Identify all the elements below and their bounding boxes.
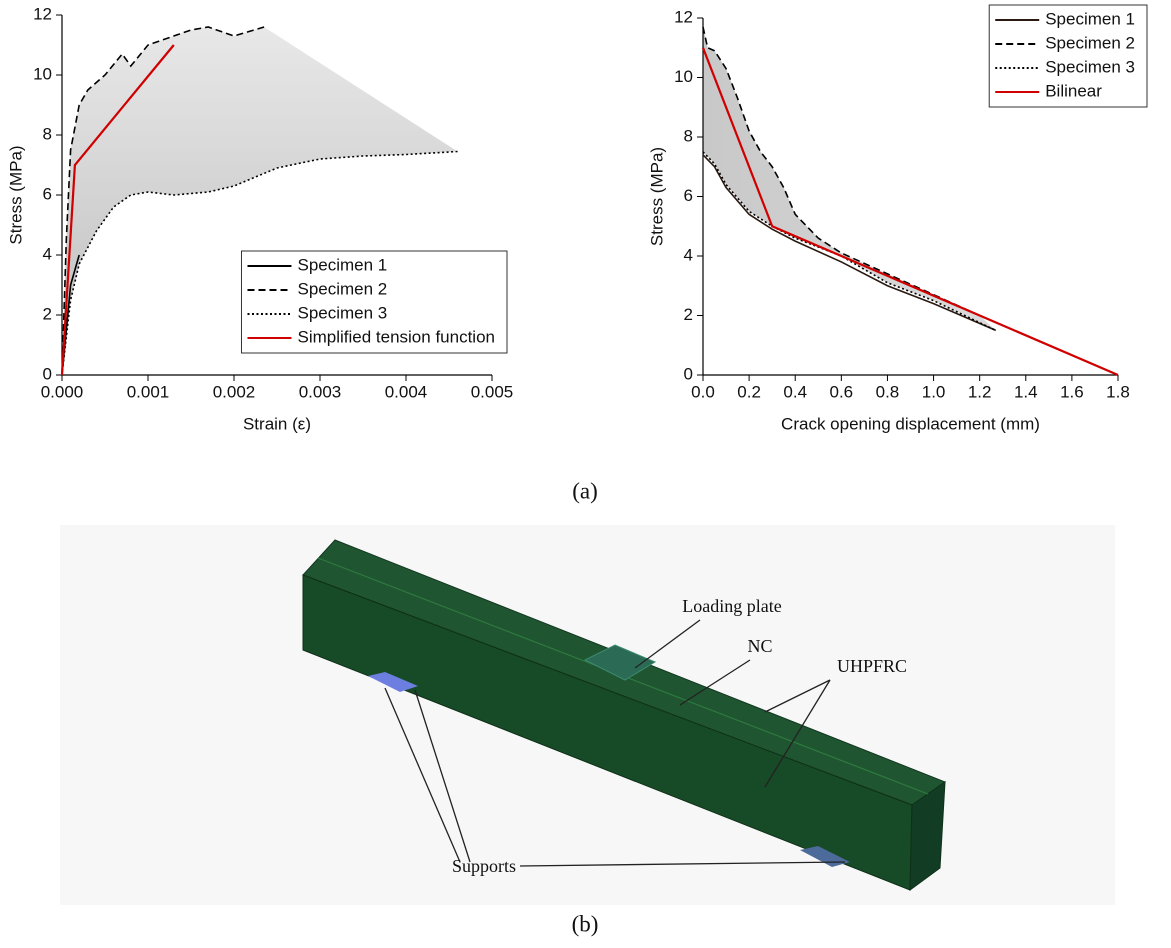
legend-label: Specimen 2 <box>1045 33 1135 52</box>
beam-diagram: Loading plate NC UHPFRC Supports <box>60 525 1115 905</box>
x-tick-label: 0.2 <box>737 382 761 401</box>
x-tick-label: 0.002 <box>213 382 256 401</box>
legend-label: Specimen 3 <box>297 303 387 322</box>
legend-label: Simplified tension function <box>297 327 495 346</box>
y-tick-label: 8 <box>43 124 52 143</box>
legend-label: Specimen 1 <box>297 255 387 274</box>
x-tick-label: 0.001 <box>127 382 170 401</box>
legend-label: Bilinear <box>1045 81 1102 100</box>
y-tick-label: 6 <box>43 184 52 203</box>
y-axis-label: Stress (MPa) <box>647 147 666 246</box>
y-tick-label: 10 <box>674 67 693 86</box>
y-tick-label: 4 <box>43 244 52 263</box>
y-tick-label: 6 <box>684 186 693 205</box>
x-tick-label: 0.003 <box>299 382 342 401</box>
envelope-fill <box>703 27 996 330</box>
x-tick-label: 0.6 <box>830 382 854 401</box>
y-tick-label: 12 <box>33 4 52 23</box>
x-tick-label: 0.004 <box>385 382 428 401</box>
legend: Specimen 1 Specimen 2 Specimen 3 Bilinear <box>989 5 1147 107</box>
diagram-label: Loading plate <box>682 596 781 616</box>
legend: Specimen 1 Specimen 2 Specimen 3 Simplified… <box>241 251 507 353</box>
panel-label: (b) <box>572 911 599 936</box>
x-tick-label: 0.4 <box>783 382 807 401</box>
x-tick-label: 0.8 <box>876 382 900 401</box>
y-axis-label: Stress (MPa) <box>6 145 25 244</box>
x-tick-label: 0.0 <box>691 382 715 401</box>
y-tick-label: 12 <box>674 7 693 26</box>
chart: 0.0 0.2 0.4 0.6 0.8 1.0 1.2 1.4 1.6 1.8 0 2 4 6 8 10 12 C… <box>647 5 1147 433</box>
x-tick-label: 1.0 <box>922 382 946 401</box>
x-tick-label: 0.000 <box>41 382 84 401</box>
x-tick-label: 0.005 <box>471 382 514 401</box>
figure: (a) Loading plate NC UHPFRC Supports (b)… <box>0 0 1171 948</box>
legend-label: Specimen 1 <box>1045 9 1135 28</box>
panel-label: (a) <box>572 478 598 503</box>
y-tick-label: 4 <box>684 245 693 264</box>
y-tick-label: 8 <box>684 126 693 145</box>
y-tick-label: 2 <box>684 305 693 324</box>
chart: 0.000 0.001 0.002 0.003 0.004 0.005 0 2 4 6 8 10 12 S… <box>6 4 513 433</box>
x-tick-label: 1.8 <box>1106 382 1130 401</box>
x-tick-label: 1.6 <box>1060 382 1084 401</box>
x-tick-label: 1.2 <box>968 382 992 401</box>
x-tick-label: 1.4 <box>1014 382 1038 401</box>
diagram-label: UHPFRC <box>837 656 907 676</box>
y-tick-label: 0 <box>684 364 693 383</box>
legend-label: Specimen 2 <box>297 279 387 298</box>
diagram-label: NC <box>747 636 772 656</box>
diagram-label: Supports <box>452 856 516 876</box>
legend-label: Specimen 3 <box>1045 57 1135 76</box>
x-axis-label: Strain (ε) <box>243 414 311 433</box>
x-axis-label: Crack opening displacement (mm) <box>781 414 1040 433</box>
y-tick-label: 2 <box>43 304 52 323</box>
y-tick-label: 0 <box>43 364 52 383</box>
y-tick-label: 10 <box>33 64 52 83</box>
